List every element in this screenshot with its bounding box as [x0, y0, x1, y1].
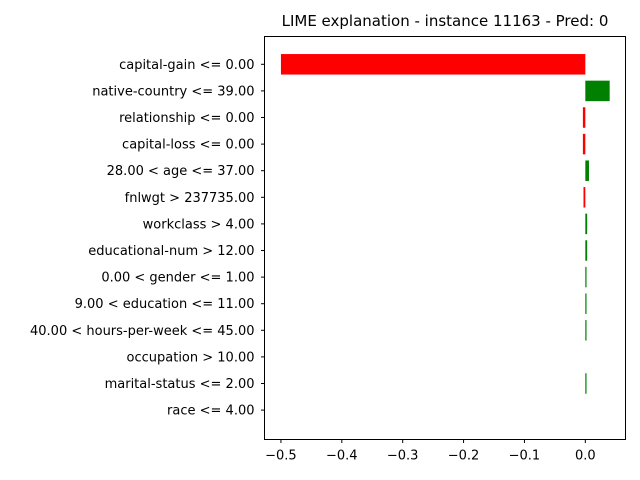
y-tick-label-12: marital-status <= 2.00 — [105, 377, 255, 392]
bars-group — [280, 54, 610, 394]
x-tick-label-4: −0.1 — [509, 449, 541, 464]
x-tick-label-0: −0.5 — [265, 449, 297, 464]
y-tick-label-1: native-country <= 39.00 — [92, 84, 254, 99]
x-tick-label-5: 0.0 — [575, 449, 596, 464]
x-tick-label-3: −0.2 — [448, 449, 480, 464]
y-tick-label-3: capital-loss <= 0.00 — [122, 138, 254, 153]
bar-6 — [585, 213, 588, 235]
bar-5 — [583, 187, 586, 208]
bar-4 — [585, 160, 589, 181]
x-tick-label-2: −0.3 — [387, 449, 419, 464]
bar-0 — [280, 54, 586, 75]
bar-9 — [585, 293, 587, 314]
y-tick-label-4: 28.00 < age <= 37.00 — [107, 164, 255, 179]
bar-3 — [582, 133, 586, 155]
bar-1 — [585, 80, 610, 102]
y-tick-label-13: race <= 4.00 — [167, 404, 254, 419]
bar-12 — [585, 373, 587, 394]
y-tick-label-7: educational-num > 12.00 — [88, 244, 254, 259]
y-tick-label-5: fnlwgt > 237735.00 — [125, 191, 255, 206]
y-tick-label-2: relationship <= 0.00 — [119, 111, 254, 126]
chart-title: LIME explanation - instance 11163 - Pred… — [282, 12, 609, 30]
bar-8 — [585, 266, 587, 288]
plot-frame — [264, 36, 626, 440]
y-tick-label-10: 40.00 < hours-per-week <= 45.00 — [30, 324, 255, 339]
bar-7 — [585, 240, 588, 261]
y-tick-labels: capital-gain <= 0.00 native-country <= 39… — [30, 58, 265, 419]
y-tick-label-11: occupation > 10.00 — [127, 350, 255, 365]
bar-2 — [582, 107, 586, 128]
y-tick-label-9: 9.00 < education <= 11.00 — [75, 297, 255, 312]
x-axis: −0.5 −0.4 −0.3 −0.2 −0.1 0.0 — [265, 439, 596, 464]
x-tick-label-1: −0.4 — [326, 449, 358, 464]
y-tick-label-6: workclass > 4.00 — [143, 217, 255, 232]
y-tick-label-0: capital-gain <= 0.00 — [119, 58, 254, 73]
y-tick-label-8: 0.00 < gender <= 1.00 — [101, 271, 254, 286]
bar-10 — [585, 320, 587, 341]
